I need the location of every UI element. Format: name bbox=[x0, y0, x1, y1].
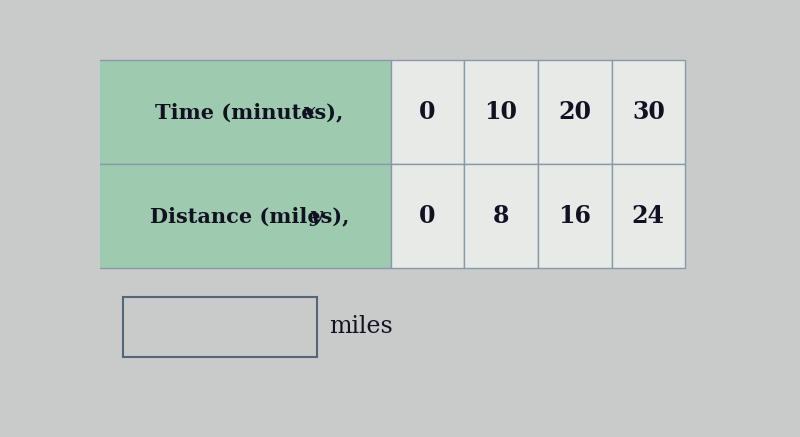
Bar bbox=[54, 164, 390, 268]
Bar bbox=[611, 164, 685, 268]
Bar bbox=[390, 60, 464, 164]
Bar bbox=[538, 164, 611, 268]
Text: 10: 10 bbox=[485, 100, 518, 124]
Bar bbox=[464, 164, 538, 268]
Text: miles: miles bbox=[329, 316, 392, 338]
Bar bbox=[54, 60, 390, 164]
Text: Time (minutes),: Time (minutes), bbox=[155, 102, 351, 122]
Text: Distance (miles),: Distance (miles), bbox=[150, 206, 356, 226]
Text: 20: 20 bbox=[558, 100, 591, 124]
Text: x: x bbox=[302, 102, 315, 122]
Text: 16: 16 bbox=[558, 204, 591, 228]
Text: 30: 30 bbox=[632, 100, 665, 124]
Bar bbox=[538, 60, 611, 164]
Text: 24: 24 bbox=[632, 204, 665, 228]
Bar bbox=[390, 164, 464, 268]
Text: 8: 8 bbox=[493, 204, 510, 228]
Text: 0: 0 bbox=[419, 204, 436, 228]
Text: y: y bbox=[309, 206, 321, 226]
Bar bbox=[464, 60, 538, 164]
Bar bbox=[611, 60, 685, 164]
Text: 0: 0 bbox=[419, 100, 436, 124]
Bar bbox=[123, 297, 317, 357]
